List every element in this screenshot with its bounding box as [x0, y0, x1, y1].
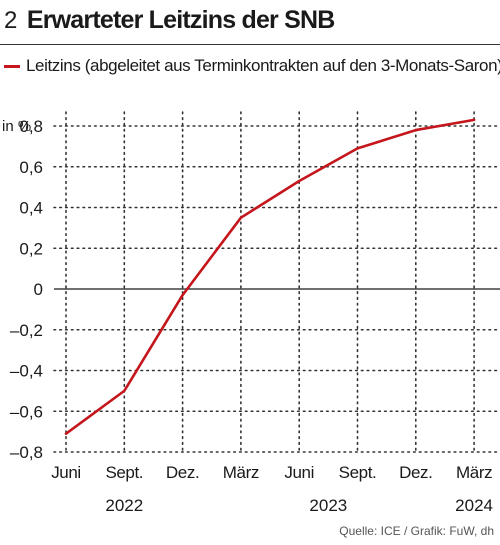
x-tick-label: März — [456, 463, 492, 482]
x-tick-label: Dez. — [166, 463, 199, 482]
year-label: 2022 — [105, 496, 143, 515]
series-lines — [64, 118, 476, 435]
x-tick-label: Juni — [284, 463, 314, 482]
chart-header: 2 Erwarteter Leitzins der SNB — [4, 6, 335, 38]
source-note: Quelle: ICE / Grafik: FuW, dh — [339, 524, 494, 538]
y-axis-unit: in % — [2, 118, 31, 135]
x-tick-label: Sept. — [339, 463, 377, 482]
x-gridlines — [65, 111, 475, 453]
x-tick-label: Juni — [51, 463, 81, 482]
x-tick-label: März — [223, 463, 259, 482]
year-label: 2024 — [455, 496, 493, 515]
x-tick-labels: Juni Sept. Dez. März Juni Sept. Dez. März — [51, 463, 492, 482]
y-tick-label: 0,6 — [19, 158, 43, 177]
legend-swatch — [4, 64, 20, 68]
figure-number: 2 — [4, 7, 17, 34]
x-tick-label: Sept. — [105, 463, 143, 482]
year-label: 2023 — [309, 496, 347, 515]
y-tick-label: 0,4 — [19, 199, 43, 218]
legend: Leitzins (abgeleitet aus Terminkontrakte… — [4, 56, 500, 76]
y-tick-labels: 0,8 0,6 0,4 0,2 0 –0,2 –0,4 –0,6 –0,8 — [10, 117, 43, 462]
y-tick-label: –0,6 — [10, 402, 43, 421]
y-tick-label: –0,8 — [10, 443, 43, 462]
y-gridlines — [53, 125, 500, 453]
header-rule — [0, 44, 500, 45]
y-tick-label: –0,4 — [10, 362, 43, 381]
legend-label-leitzins: Leitzins (abgeleitet aus Terminkontrakte… — [26, 56, 500, 75]
y-tick-label: 0 — [34, 280, 43, 299]
x-tick-label: Dez. — [399, 463, 432, 482]
chart-title: Erwarteter Leitzins der SNB — [26, 6, 335, 34]
year-labels: 2022 2023 2024 — [105, 496, 493, 515]
y-tick-label: 0,2 — [19, 239, 43, 258]
y-tick-label: –0,2 — [10, 321, 43, 340]
series-line-leitzins — [64, 118, 476, 435]
y-tick-label: 0,8 — [19, 117, 43, 136]
